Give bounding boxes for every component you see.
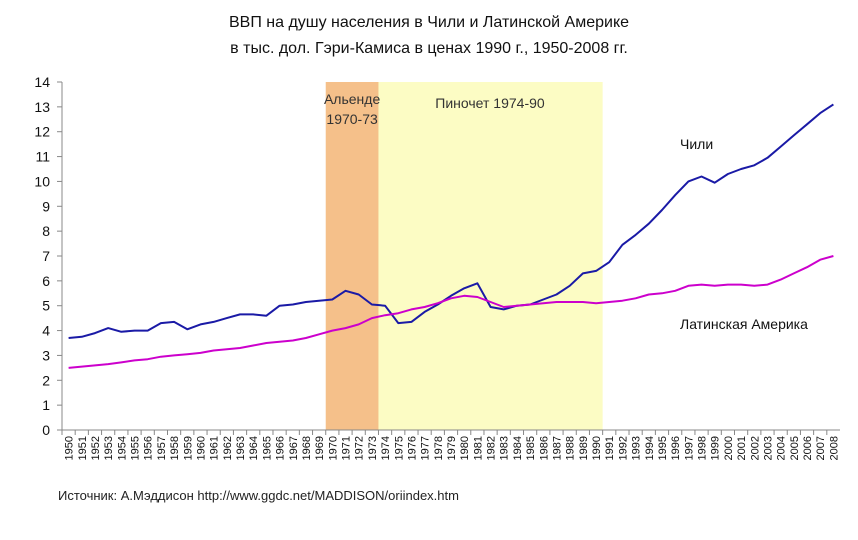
x-tick-label: 1959 xyxy=(182,436,194,460)
x-tick-label: 1954 xyxy=(116,436,128,460)
x-tick-label: 1951 xyxy=(77,436,89,460)
y-tick-label: 12 xyxy=(34,124,50,140)
x-tick-label: 2003 xyxy=(762,436,774,460)
x-tick-label: 1978 xyxy=(433,436,445,460)
x-tick-label: 1982 xyxy=(486,436,498,460)
x-tick-label: 1950 xyxy=(64,436,76,460)
period-label-allende-years: 1970-73 xyxy=(326,111,378,127)
x-tick-label: 1992 xyxy=(617,436,629,460)
series-line-0 xyxy=(68,103,834,339)
x-tick-label: 1962 xyxy=(222,436,234,460)
x-tick-label: 1964 xyxy=(248,436,260,460)
x-tick-label: 1970 xyxy=(327,436,339,460)
x-tick-label: 1966 xyxy=(275,436,287,460)
x-tick-label: 2002 xyxy=(749,436,761,460)
x-tick-label: 2007 xyxy=(815,436,827,460)
series-label-chile: Чили xyxy=(680,136,713,152)
x-tick-label: 1990 xyxy=(591,436,603,460)
x-tick-label: 1995 xyxy=(657,436,669,460)
x-tick-label: 1971 xyxy=(341,436,353,460)
y-tick-label: 0 xyxy=(42,422,50,438)
x-tick-label: 1960 xyxy=(195,436,207,460)
y-tick-label: 5 xyxy=(42,298,50,314)
x-tick-label: 1968 xyxy=(301,436,313,460)
x-tick-label: 1965 xyxy=(261,436,273,460)
period-band-0 xyxy=(325,82,379,430)
series-label-latin-america: Латинская Америка xyxy=(680,316,808,332)
x-tick-label: 1969 xyxy=(314,436,326,460)
y-tick-label: 13 xyxy=(34,99,50,115)
x-tick-label: 1998 xyxy=(697,436,709,460)
x-tick-label: 1961 xyxy=(209,436,221,460)
x-tick-label: 2006 xyxy=(802,436,814,460)
x-tick-label: 1994 xyxy=(644,436,656,460)
period-label-pinochet: Пиночет 1974-90 xyxy=(435,95,545,111)
y-tick-label: 11 xyxy=(35,149,50,165)
y-tick-label: 14 xyxy=(34,74,50,90)
x-tick-label: 1999 xyxy=(710,436,722,460)
x-tick-label: 1956 xyxy=(143,436,155,460)
x-tick-label: 1976 xyxy=(406,436,418,460)
y-tick-label: 7 xyxy=(42,248,50,264)
x-tick-label: 2008 xyxy=(828,436,840,460)
chart-title-line1: ВВП на душу населения в Чили и Латинской… xyxy=(228,14,630,31)
x-tick-label: 1972 xyxy=(354,436,366,460)
x-tick-label: 1996 xyxy=(670,436,682,460)
source-note: Источник: А.Мэддисон http://www.ggdc.net… xyxy=(58,488,459,503)
x-tick-label: 1989 xyxy=(578,436,590,460)
x-tick-label: 1987 xyxy=(551,436,563,460)
x-tick-label: 1957 xyxy=(156,436,168,460)
x-tick-label: 1952 xyxy=(90,436,102,460)
x-tick-label: 2000 xyxy=(723,436,735,460)
x-tick-label: 1988 xyxy=(565,436,577,460)
x-tick-label: 1997 xyxy=(683,436,695,460)
x-tick-label: 2001 xyxy=(736,436,748,460)
x-tick-label: 2004 xyxy=(776,436,788,460)
x-tick-label: 1955 xyxy=(130,436,142,460)
y-tick-label: 8 xyxy=(42,223,50,239)
x-tick-label: 1974 xyxy=(380,436,392,460)
y-tick-label: 6 xyxy=(42,273,50,289)
x-tick-label: 1991 xyxy=(604,436,616,460)
x-tick-label: 1967 xyxy=(288,436,300,460)
x-tick-label: 1958 xyxy=(169,436,181,460)
y-tick-label: 10 xyxy=(34,173,50,189)
x-tick-label: 1975 xyxy=(393,436,405,460)
x-tick-label: 2005 xyxy=(789,436,801,460)
x-tick-label: 1984 xyxy=(512,436,524,460)
x-tick-label: 1985 xyxy=(525,436,537,460)
x-tick-label: 1993 xyxy=(631,436,643,460)
y-tick-label: 3 xyxy=(42,347,50,363)
y-tick-label: 2 xyxy=(42,372,50,388)
x-tick-label: 1963 xyxy=(235,436,247,460)
y-tick-label: 4 xyxy=(42,323,50,339)
x-tick-label: 1980 xyxy=(459,436,471,460)
x-tick-label: 1983 xyxy=(499,436,511,460)
x-tick-label: 1953 xyxy=(103,436,115,460)
x-tick-label: 1977 xyxy=(420,436,432,460)
x-tick-label: 1979 xyxy=(446,436,458,460)
period-band-1 xyxy=(378,82,603,430)
x-tick-label: 1973 xyxy=(367,436,379,460)
period-label-allende: Альенде xyxy=(324,91,380,107)
x-tick-label: 1981 xyxy=(472,436,484,460)
chart-title-line2: в тыс. дол. Гэри-Камиса в ценах 1990 г.,… xyxy=(230,40,628,57)
x-tick-label: 1986 xyxy=(538,436,550,460)
y-tick-label: 9 xyxy=(42,198,50,214)
y-tick-label: 1 xyxy=(42,397,50,413)
series-line-1 xyxy=(68,255,834,369)
